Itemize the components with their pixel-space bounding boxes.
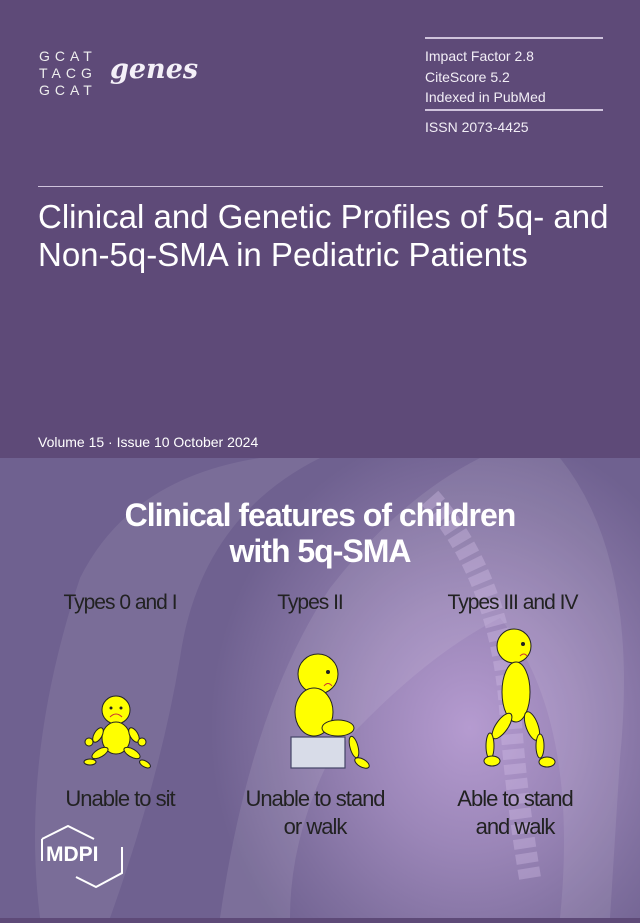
type-label: Types 0 and I: [63, 591, 177, 614]
caption-line: and walk: [475, 814, 556, 839]
type-label: Types II: [277, 591, 344, 614]
citescore: CiteScore 5.2: [425, 69, 510, 85]
figure-title-line: Clinical features of children: [124, 497, 517, 533]
figure-title-line: with 5q-SMA: [229, 533, 412, 569]
caption-line: or walk: [283, 814, 348, 839]
issn: ISSN 2073-4425: [425, 119, 529, 135]
child-figure-sitting-icon: [290, 653, 370, 769]
dna-line: GCAT: [39, 48, 97, 64]
indexed: Indexed in PubMed: [425, 89, 546, 105]
type-label: Types III and IV: [447, 591, 579, 614]
dna-line: TACG: [39, 65, 97, 81]
caption-line: Unable to stand: [245, 786, 385, 811]
issue-info: Volume 15 · Issue 10 October 2024: [38, 434, 259, 450]
journal-logo-dna: GCAT TACG GCAT: [39, 48, 97, 99]
caption-line: Unable to sit: [65, 786, 175, 811]
caption: Unable to stand or walk: [230, 785, 400, 841]
journal-name: genes: [110, 54, 199, 85]
child-figure-walking-icon: [483, 628, 556, 768]
impact-factor: Impact Factor 2.8: [425, 48, 534, 64]
child-figure-lying-icon: [83, 695, 151, 769]
caption: Unable to sit: [40, 785, 200, 813]
divider: [38, 186, 603, 187]
figure-title: Clinical features of children with 5q-SM…: [0, 497, 640, 569]
caption: Able to stand and walk: [440, 785, 590, 841]
dna-line: GCAT: [39, 82, 97, 98]
mdpi-logo-icon: MDPI: [41, 825, 123, 889]
article-title: Clinical and Genetic Profiles of 5q- and…: [38, 198, 609, 273]
divider: [425, 109, 603, 111]
publisher-name: MDPI: [46, 843, 99, 866]
divider: [425, 37, 603, 39]
caption-line: Able to stand: [457, 786, 573, 811]
